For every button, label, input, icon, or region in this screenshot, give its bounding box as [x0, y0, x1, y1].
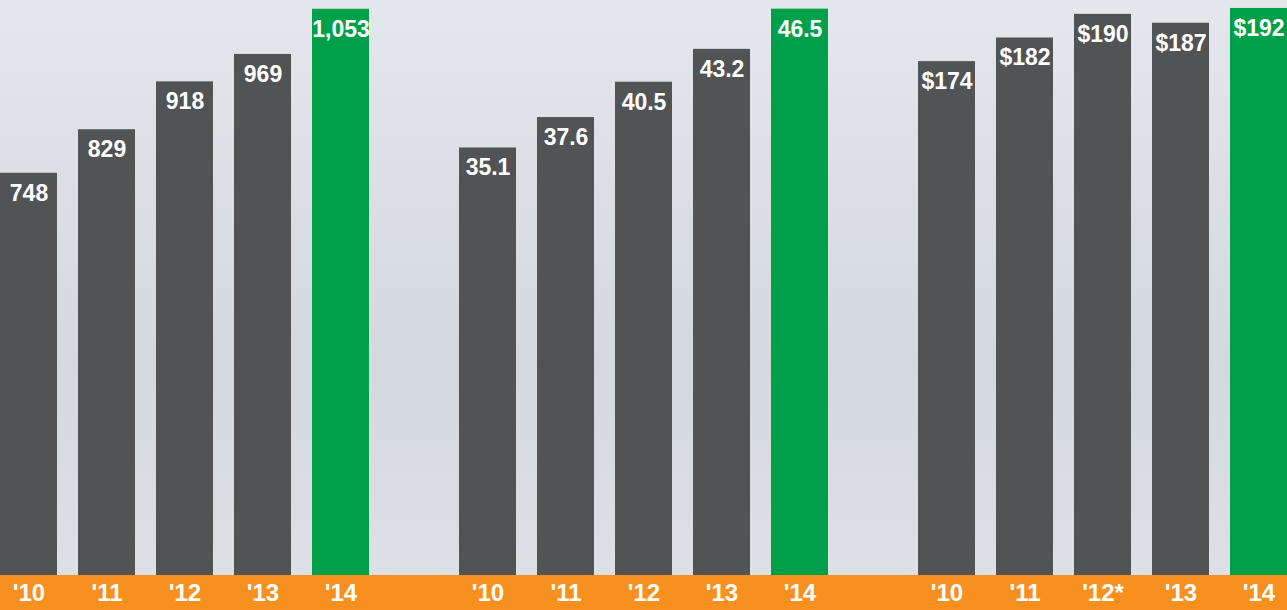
- svg-text:'13: '13: [706, 579, 738, 606]
- svg-text:'10: '10: [472, 579, 504, 606]
- svg-text:'13: '13: [1165, 579, 1197, 606]
- svg-text:$182: $182: [999, 44, 1050, 70]
- svg-text:'11: '11: [91, 579, 122, 606]
- svg-text:$187: $187: [1155, 30, 1206, 56]
- svg-text:'14: '14: [1243, 579, 1276, 606]
- svg-text:969: 969: [244, 61, 282, 87]
- svg-text:'12: '12: [169, 579, 201, 606]
- svg-text:$192: $192: [1233, 15, 1284, 41]
- svg-text:'10: '10: [931, 579, 963, 606]
- svg-text:'11: '11: [1009, 579, 1040, 606]
- svg-text:46.5: 46.5: [778, 16, 823, 42]
- svg-text:$190: $190: [1077, 21, 1128, 47]
- svg-text:$174: $174: [921, 68, 972, 94]
- svg-text:748: 748: [10, 180, 49, 206]
- svg-text:'10: '10: [13, 579, 45, 606]
- svg-text:'13: '13: [247, 579, 279, 606]
- svg-text:'14: '14: [784, 579, 817, 606]
- svg-text:'12: '12: [628, 579, 660, 606]
- svg-text:43.2: 43.2: [700, 56, 745, 82]
- svg-text:35.1: 35.1: [466, 154, 511, 180]
- svg-text:'11: '11: [550, 579, 581, 606]
- svg-text:829: 829: [88, 136, 126, 162]
- svg-text:'14: '14: [325, 579, 358, 606]
- svg-text:40.5: 40.5: [622, 89, 667, 115]
- svg-text:918: 918: [166, 88, 205, 114]
- svg-text:1,053: 1,053: [312, 16, 370, 42]
- svg-text:'12*: '12*: [1082, 579, 1124, 606]
- svg-text:37.6: 37.6: [544, 124, 589, 150]
